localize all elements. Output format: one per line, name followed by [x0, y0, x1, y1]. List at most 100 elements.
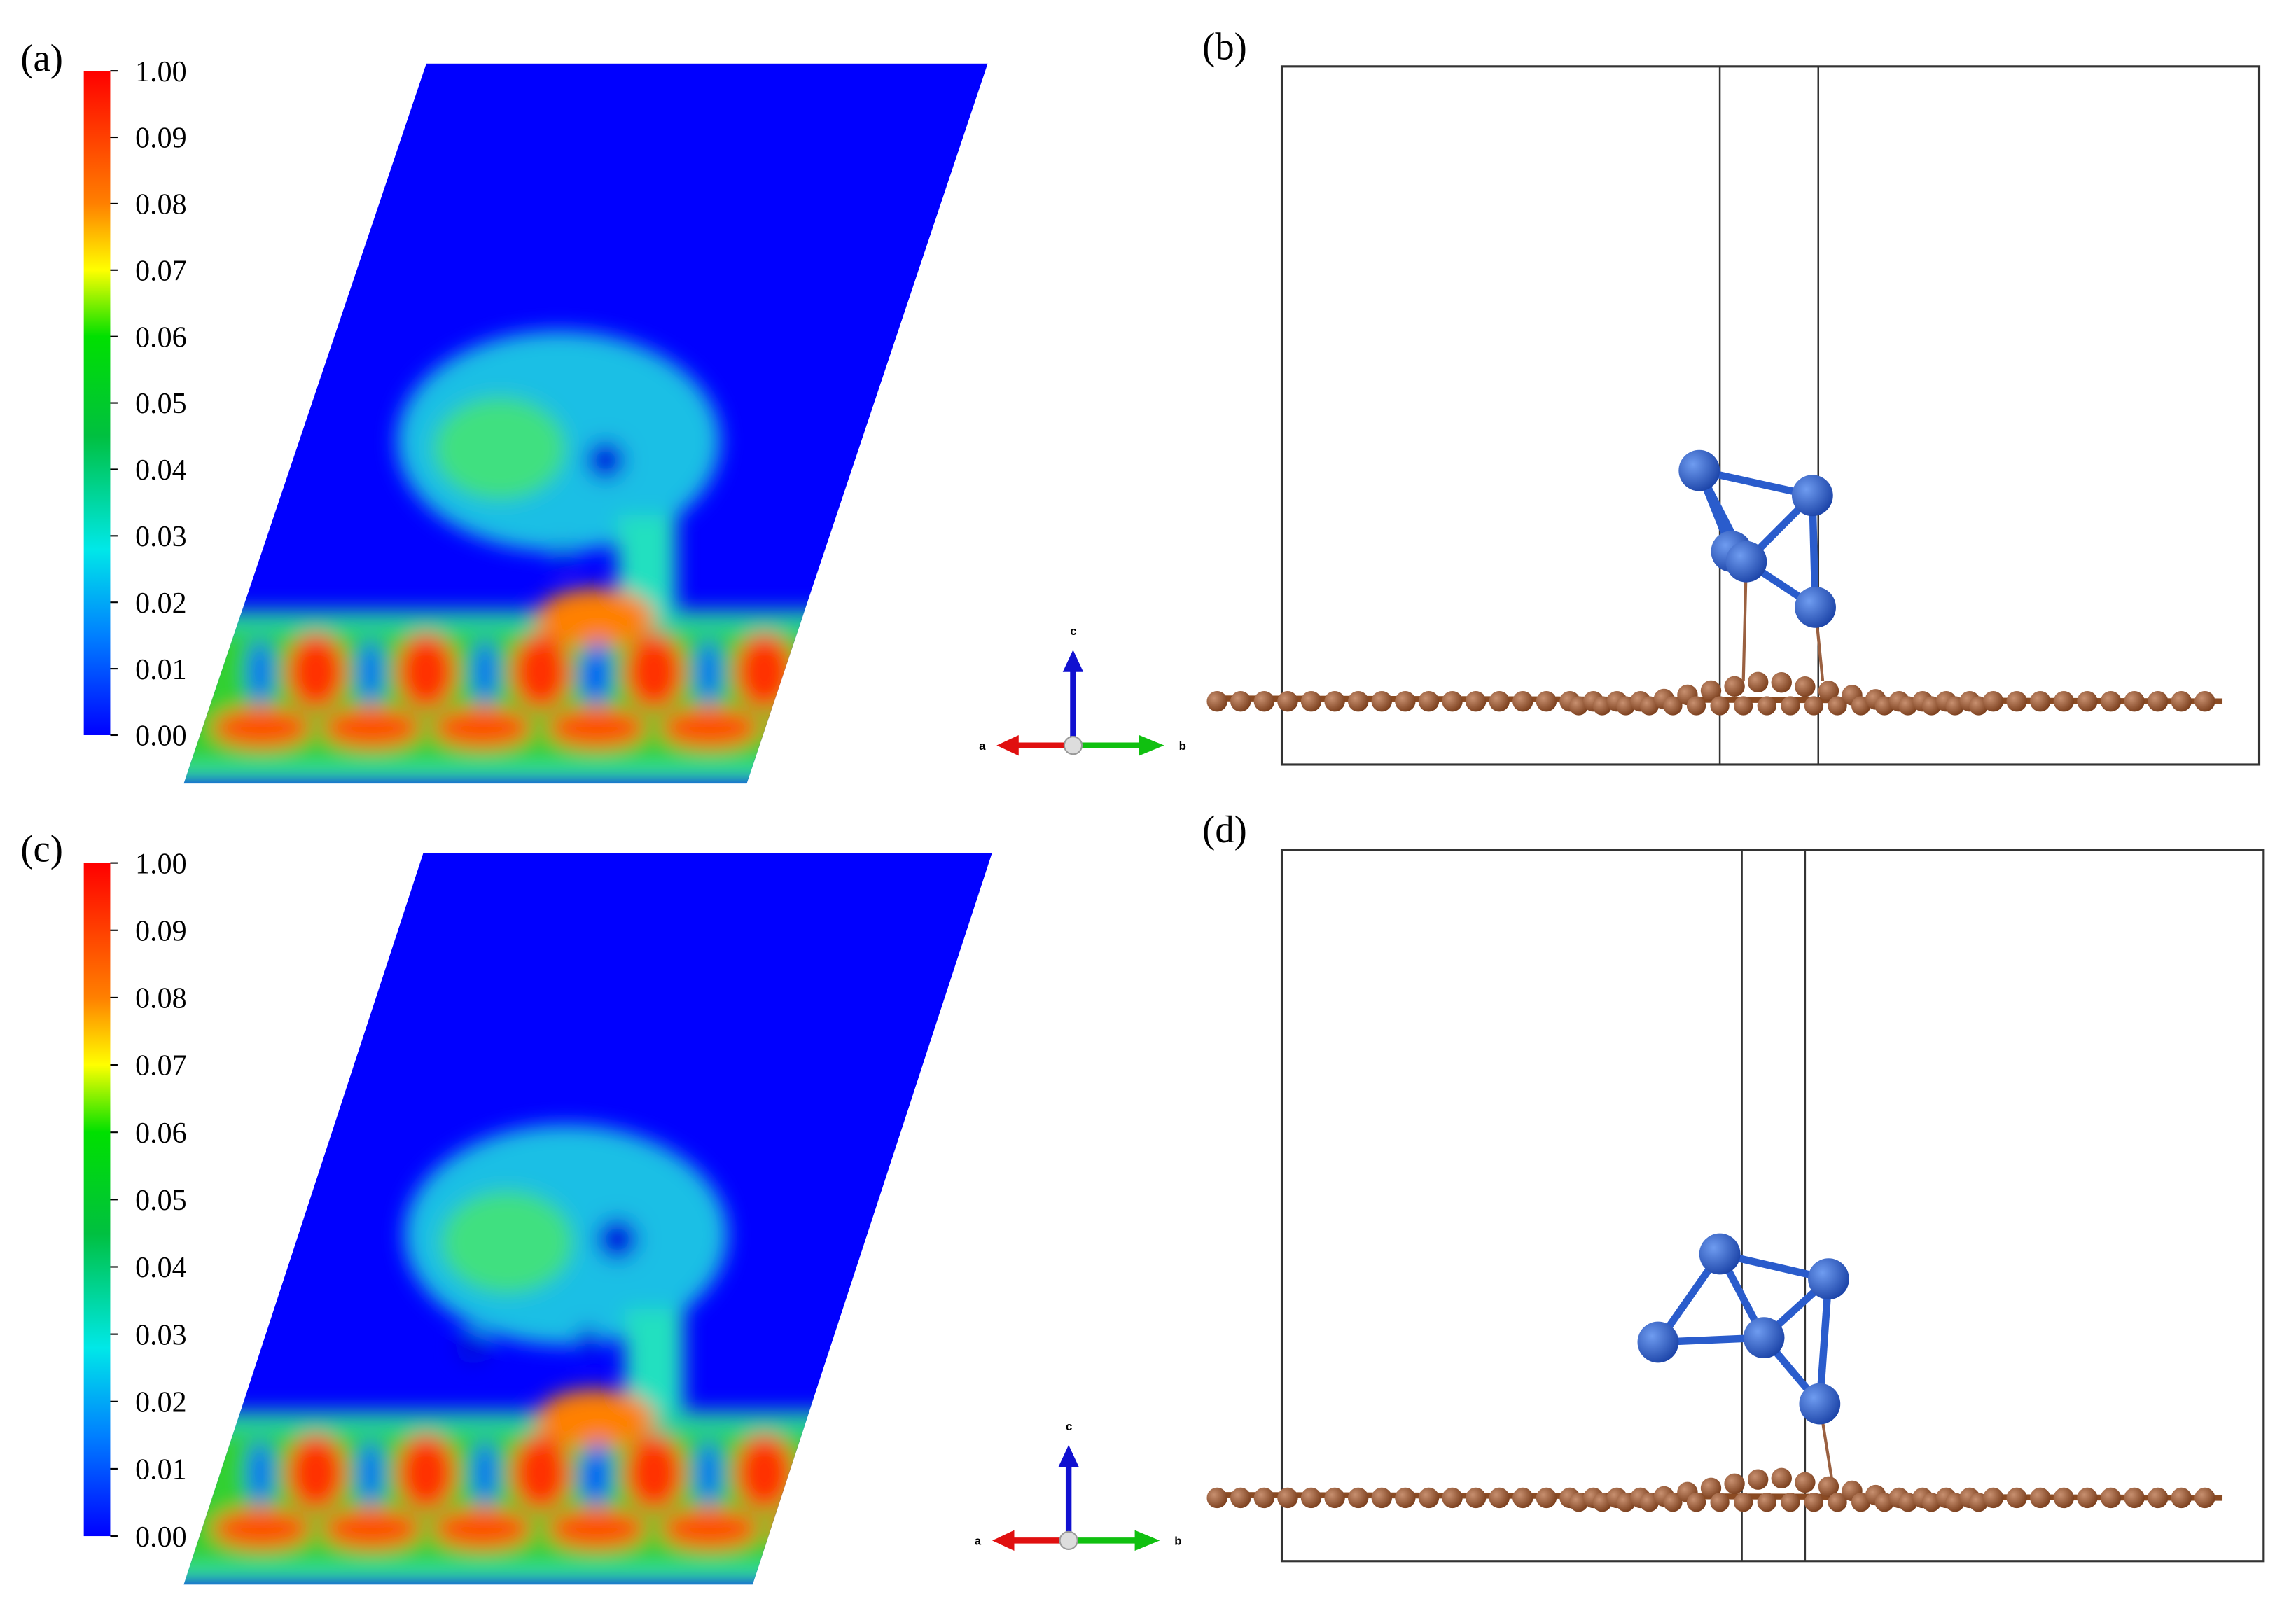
- metal-atom: [1743, 1317, 1785, 1359]
- carbon-atom: [2053, 691, 2075, 712]
- carbon-atom: [1795, 676, 1816, 697]
- carbon-atom: [1663, 696, 1683, 716]
- colorbar-tick-label: 0.09: [135, 123, 186, 155]
- axis-label: b: [1174, 1535, 1181, 1548]
- carbon-atom: [1734, 696, 1753, 716]
- carbon-atom: [1371, 1487, 1392, 1509]
- panel-label: (a): [20, 36, 63, 79]
- molecule-core: [433, 397, 566, 501]
- carbon-atom: [1300, 691, 1322, 712]
- lower-lobe: [211, 1508, 312, 1549]
- red-lobe: [511, 634, 571, 711]
- lower-lobe: [660, 707, 760, 748]
- bottom-edge: [183, 1563, 853, 1585]
- carbon-atom: [1300, 1487, 1322, 1509]
- carbon-atom: [1771, 671, 1792, 693]
- elf-map: [183, 63, 988, 784]
- axis-b-head: [1134, 1530, 1160, 1551]
- carbon-atom: [1253, 691, 1275, 712]
- hole: [585, 440, 627, 481]
- carbon-atom: [1512, 1487, 1533, 1509]
- axis-label: c: [1066, 1420, 1072, 1433]
- carbon-atom: [2171, 1487, 2192, 1509]
- red-lobe: [286, 1435, 346, 1512]
- carbon-atom: [1828, 696, 1847, 716]
- lower-lobe: [770, 1508, 870, 1549]
- carbon-atom: [1747, 1469, 1769, 1490]
- elf-map: [183, 852, 992, 1585]
- carbon-atom: [1804, 696, 1824, 716]
- carbon-atom: [1771, 1467, 1792, 1489]
- carbon-atom: [1710, 696, 1730, 716]
- carbon-atom: [2030, 691, 2051, 712]
- carbon-atom: [2171, 691, 2192, 712]
- colorbar-tick-label: 0.03: [135, 521, 186, 553]
- carbon-atom: [2030, 1487, 2051, 1509]
- axis-label: a: [979, 739, 986, 753]
- carbon-atom: [1442, 1487, 1463, 1509]
- axis-label: c: [1070, 625, 1076, 638]
- carbon-atom: [2147, 691, 2169, 712]
- low-lobe: [359, 639, 382, 704]
- carbon-atom: [1395, 1487, 1416, 1509]
- cell-box: [1280, 65, 2261, 766]
- axis-a-head: [992, 1530, 1015, 1551]
- bottom-edge: [183, 762, 853, 784]
- hole: [574, 1325, 601, 1353]
- axis-c-head: [1062, 650, 1084, 672]
- colorbar-tick-label: 0.02: [135, 1386, 186, 1418]
- red-lobe: [396, 1435, 456, 1512]
- red-lobe: [735, 634, 794, 711]
- carbon-atom: [1277, 691, 1298, 712]
- lower-lobe: [546, 1508, 647, 1549]
- red-lobe: [625, 634, 684, 711]
- carbon-atom: [1686, 696, 1706, 716]
- metal-atom: [1678, 449, 1720, 491]
- colorbar: [83, 71, 111, 735]
- colorbar-tick-label: 0.07: [135, 255, 186, 287]
- colorbar-tick-label: 1.00: [135, 848, 186, 880]
- carbon-atom: [1371, 691, 1392, 712]
- axis-origin: [1059, 1530, 1078, 1551]
- cell-box: [1280, 849, 2265, 1563]
- hole: [595, 1217, 640, 1262]
- carbon-atom: [1465, 691, 1487, 712]
- low-lobe: [473, 639, 497, 704]
- carbon-atom: [1982, 1487, 2004, 1509]
- lower-lobe: [432, 707, 532, 748]
- colorbar-tick-label: 0.01: [135, 654, 186, 686]
- axis-b-head: [1139, 734, 1164, 756]
- carbon-atom: [1418, 691, 1440, 712]
- axis-a-head: [996, 734, 1019, 756]
- lower-lobe: [546, 707, 647, 748]
- carbon-atom: [1465, 1487, 1487, 1509]
- carbon-atom: [1347, 691, 1369, 712]
- low-lobe: [248, 1440, 272, 1505]
- carbon-atom: [1781, 1493, 1800, 1512]
- carbon-atom: [1747, 671, 1769, 693]
- carbon-atom: [2006, 1487, 2027, 1509]
- colorbar-tick-label: 0.06: [135, 321, 186, 354]
- carbon-atom: [1700, 1477, 1722, 1499]
- carbon-atom: [1206, 1487, 1227, 1509]
- carbon-atom: [1536, 691, 1557, 712]
- carbon-atom: [2194, 1487, 2215, 1509]
- carbon-atom: [1734, 1493, 1753, 1512]
- carbon-atom: [1230, 1487, 1251, 1509]
- metal-atom: [1637, 1321, 1679, 1363]
- axis-label: a: [975, 1535, 982, 1548]
- red-lobe: [735, 1435, 794, 1512]
- panel-label: (c): [20, 828, 63, 870]
- colorbar-tick-label: 0.05: [135, 388, 186, 420]
- low-lobe: [697, 1440, 721, 1505]
- carbon-atom: [1818, 1476, 1839, 1498]
- carbon-atom: [1818, 681, 1839, 702]
- red-lobe: [625, 1435, 684, 1512]
- carbon-atom: [1686, 1493, 1706, 1512]
- axis-origin: [1063, 736, 1083, 755]
- carbon-atom: [1700, 680, 1722, 702]
- colorbar-tick-label: 0.00: [135, 720, 186, 753]
- carbon-atom: [2124, 1487, 2145, 1509]
- low-lobe: [359, 1440, 382, 1505]
- carbon-atom: [1757, 696, 1776, 716]
